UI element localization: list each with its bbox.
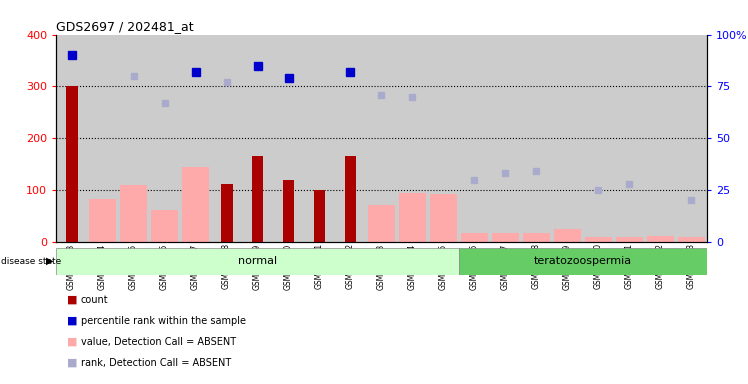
Bar [490, 35, 521, 242]
Bar [614, 35, 645, 242]
Bar [459, 248, 707, 275]
Text: normal: normal [238, 256, 277, 266]
Bar [366, 35, 397, 242]
Bar [66, 86, 78, 242]
Bar [616, 237, 643, 242]
Bar [676, 35, 707, 242]
Bar [242, 35, 273, 242]
Text: ■: ■ [67, 358, 78, 368]
Bar [211, 35, 242, 242]
Bar [251, 156, 263, 242]
Bar [87, 35, 118, 242]
Bar [491, 233, 519, 242]
Bar [399, 193, 426, 242]
Text: teratozoospermia: teratozoospermia [534, 256, 632, 266]
Text: percentile rank within the sample: percentile rank within the sample [81, 316, 246, 326]
Text: count: count [81, 295, 108, 305]
Text: ■: ■ [67, 337, 78, 347]
Bar [221, 184, 233, 242]
Bar [552, 35, 583, 242]
Text: ■: ■ [67, 316, 78, 326]
Bar [678, 237, 705, 242]
Bar [56, 35, 87, 242]
Bar [645, 35, 676, 242]
Bar [120, 185, 147, 242]
Bar [585, 237, 612, 242]
Text: disease state: disease state [1, 257, 61, 266]
Bar [397, 35, 428, 242]
Bar [89, 199, 116, 242]
Bar [583, 35, 614, 242]
Bar [459, 35, 490, 242]
Text: ▶: ▶ [46, 256, 54, 266]
Text: rank, Detection Call = ABSENT: rank, Detection Call = ABSENT [81, 358, 231, 368]
Bar [523, 233, 550, 242]
Bar [647, 236, 674, 242]
Bar [428, 35, 459, 242]
Bar [335, 35, 366, 242]
Bar [521, 35, 552, 242]
Text: value, Detection Call = ABSENT: value, Detection Call = ABSENT [81, 337, 236, 347]
Bar [430, 194, 457, 242]
Bar [182, 167, 209, 242]
Bar [554, 229, 581, 242]
Bar [151, 210, 178, 242]
Bar [283, 180, 295, 242]
Bar [345, 156, 357, 242]
Bar [304, 35, 335, 242]
Bar [273, 35, 304, 242]
Text: ■: ■ [67, 295, 78, 305]
Bar [180, 35, 211, 242]
Bar [56, 248, 459, 275]
Bar [313, 190, 325, 242]
Bar [368, 205, 395, 242]
Text: GDS2697 / 202481_at: GDS2697 / 202481_at [56, 20, 194, 33]
Bar [461, 233, 488, 242]
Bar [149, 35, 180, 242]
Bar [118, 35, 149, 242]
